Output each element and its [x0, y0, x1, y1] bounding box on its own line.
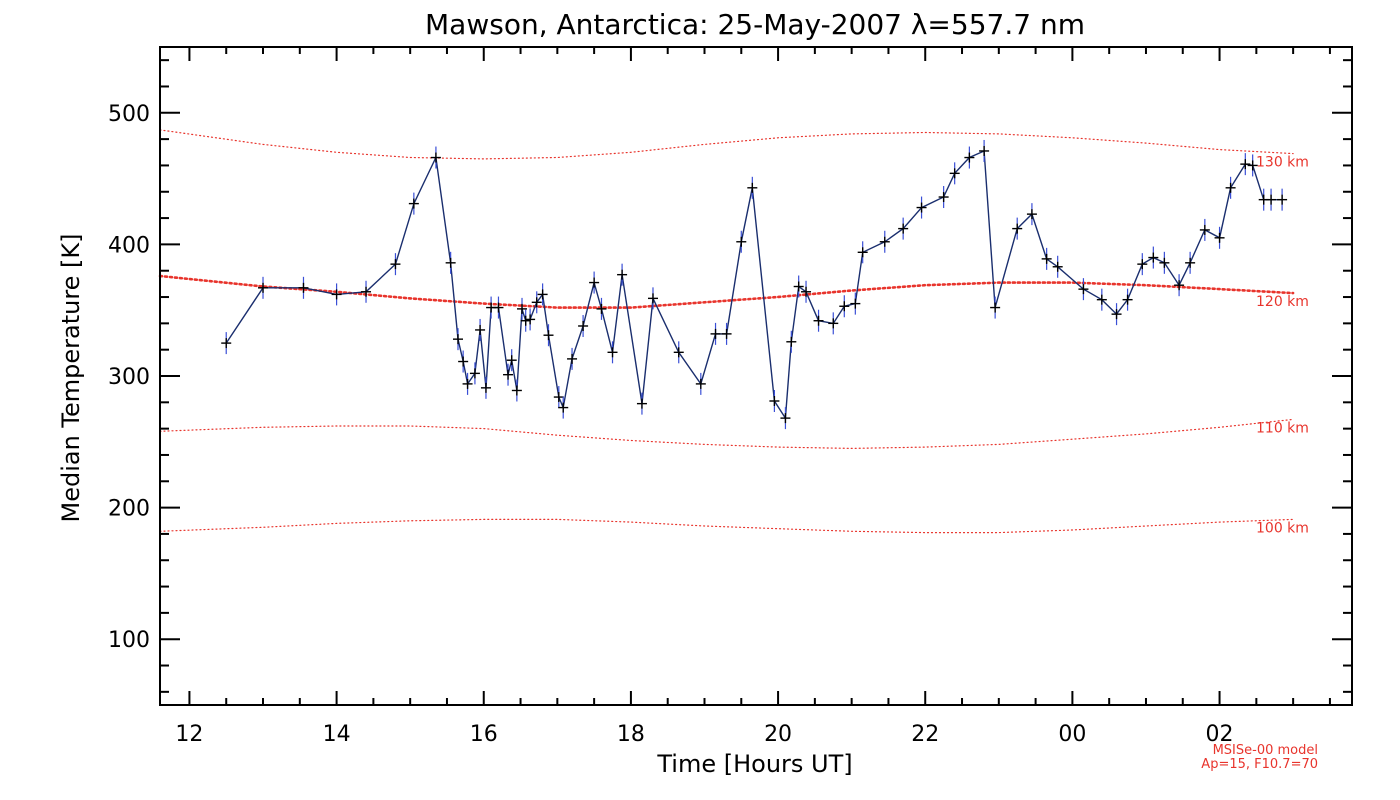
x-tick-label: 22: [911, 722, 939, 747]
axes: 12 14 16 18 20 22 00 02 100 200 300 400 500: [108, 46, 1353, 747]
model-curve-110-km: [159, 418, 1294, 450]
data-series: [221, 139, 1288, 430]
x-tick-label: 02: [1206, 722, 1234, 747]
y-axis-label: Median Temperature [K]: [57, 233, 85, 522]
y-tick-label: 300: [108, 365, 150, 390]
model-curves: 130 km 120 km 110 km 100 km: [158, 129, 1309, 536]
x-tick-label: 20: [764, 722, 792, 747]
y-tick-label: 200: [108, 497, 150, 522]
model-curve-label: 100 km: [1256, 520, 1309, 536]
y-tick-label: 400: [108, 233, 150, 258]
x-tick-label: 16: [470, 722, 498, 747]
x-tick-label: 14: [323, 722, 351, 747]
model-curve-120-km: [158, 274, 1295, 309]
model-curve-label: 110 km: [1256, 420, 1309, 436]
chart-title: Mawson, Antarctica: 25-May-2007 λ=557.7 …: [425, 8, 1085, 41]
x-tick-label: 00: [1058, 722, 1086, 747]
model-name-note: MSISe-00 model: [1213, 743, 1318, 758]
model-params-note: Ap=15, F10.7=70: [1201, 757, 1318, 772]
x-axis-label: Time [Hours UT]: [656, 750, 852, 778]
model-curve-130-km: [159, 129, 1294, 160]
model-curve-100-km: [159, 518, 1294, 534]
y-tick-label: 100: [108, 628, 150, 653]
x-tick-label: 12: [175, 722, 203, 747]
model-curve-label: 130 km: [1256, 155, 1309, 171]
model-curve-label: 120 km: [1256, 294, 1309, 310]
x-tick-label: 18: [617, 722, 645, 747]
y-tick-label: 500: [108, 102, 150, 127]
